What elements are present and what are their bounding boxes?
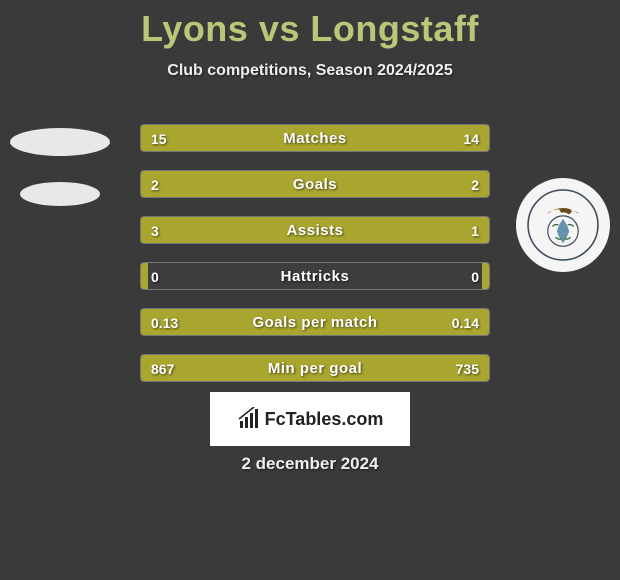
brand-chart-icon xyxy=(237,407,261,431)
bar-row: 31Assists xyxy=(140,216,490,244)
badge-left-shape-2 xyxy=(20,182,100,206)
bar-label: Hattricks xyxy=(141,263,489,290)
bar-row: 0.130.14Goals per match xyxy=(140,308,490,336)
crest-icon xyxy=(525,187,601,263)
player-badge-left xyxy=(10,120,110,250)
page-title: Lyons vs Longstaff xyxy=(0,0,620,50)
date-text: 2 december 2024 xyxy=(0,454,620,474)
bar-label: Assists xyxy=(141,217,489,244)
badge-left-shape-1 xyxy=(10,128,110,156)
bar-label: Min per goal xyxy=(141,355,489,382)
brand-text: FcTables.com xyxy=(265,409,384,430)
bar-row: 00Hattricks xyxy=(140,262,490,290)
bar-label: Goals xyxy=(141,171,489,198)
subtitle: Club competitions, Season 2024/2025 xyxy=(0,62,620,80)
bar-row: 867735Min per goal xyxy=(140,354,490,382)
bar-label: Matches xyxy=(141,125,489,152)
bar-row: 1514Matches xyxy=(140,124,490,152)
player-badge-right xyxy=(516,178,610,272)
bar-row: 22Goals xyxy=(140,170,490,198)
brand-box: FcTables.com xyxy=(210,392,410,446)
comparison-bars: 1514Matches 22Goals 31Assists 00Hattricks 0.… xyxy=(140,124,490,400)
bar-label: Goals per match xyxy=(141,309,489,336)
